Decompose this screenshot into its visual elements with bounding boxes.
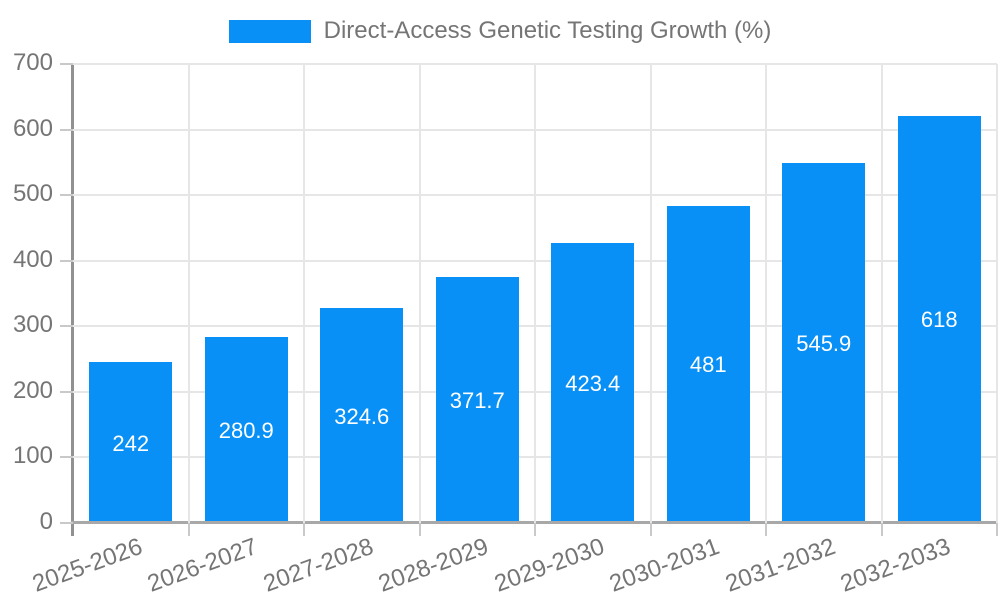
y-tick [60,390,73,393]
y-tick [60,128,73,131]
v-gridline [187,64,190,523]
bar-value-label: 545.9 [796,331,852,357]
y-tick [60,259,73,262]
x-axis-label: 2031-2032 [721,533,839,598]
x-tick [187,523,190,536]
bar-value-label: 618 [920,307,958,333]
bar[interactable] [204,336,288,521]
y-tick [60,325,73,328]
v-gridline [765,64,767,523]
bar[interactable] [320,308,404,521]
y-tick [60,194,73,197]
v-gridline [649,64,652,523]
legend-item[interactable]: Direct-Access Genetic Testing Growth (%) [228,17,772,45]
y-axis-label: 600 [12,114,53,142]
y-axis-line [71,64,74,536]
y-axis-label: 0 [39,507,53,535]
legend-swatch [228,19,311,43]
bar[interactable] [666,205,750,521]
y-tick [60,522,73,524]
x-axis-label: 2028-2029 [375,533,493,598]
x-axis-label: 2027-2028 [259,533,377,598]
bar[interactable] [897,115,981,521]
x-tick [996,523,998,536]
x-tick [765,523,767,536]
y-tick [60,456,73,459]
bar-value-label: 280.9 [218,417,274,443]
x-tick [649,523,652,536]
bar[interactable] [551,243,635,521]
x-axis-label: 2030-2031 [606,533,724,598]
v-gridline [303,64,305,523]
legend-label: Direct-Access Genetic Testing Growth (%) [323,17,772,44]
bar[interactable] [782,163,866,521]
legend: Direct-Access Genetic Testing Growth (%) [0,17,1000,45]
y-axis-label: 200 [12,376,53,404]
bar-value-label: 481 [689,352,727,378]
x-tick [880,523,883,536]
x-axis-label: 2026-2027 [144,533,262,598]
y-tick [60,63,73,65]
bar-value-label: 324.6 [334,403,390,429]
y-axis-label: 500 [12,180,53,208]
bar-value-label: 423.4 [565,371,621,397]
v-gridline [996,64,998,523]
v-gridline [418,64,421,523]
y-axis-label: 100 [12,442,53,470]
x-axis-label: 2025-2026 [28,533,146,598]
y-axis-label: 400 [12,245,53,273]
bar-value-label: 242 [112,430,150,456]
x-tick [534,523,536,536]
bar[interactable] [435,277,519,521]
x-tick [418,523,421,536]
bar[interactable] [89,362,173,521]
bar-value-label: 371.7 [449,388,505,414]
x-axis-label: 2032-2033 [837,533,955,598]
v-gridline [880,64,883,523]
v-gridline [534,64,536,523]
y-axis-label: 700 [12,48,53,76]
y-axis-label: 300 [12,311,53,339]
x-axis-label: 2029-2030 [490,533,608,598]
x-tick [303,523,305,536]
plot-area: 242 280.9 324.6 371.7 423.4 481 545.9 618 0 100 2… [13,49,998,598]
